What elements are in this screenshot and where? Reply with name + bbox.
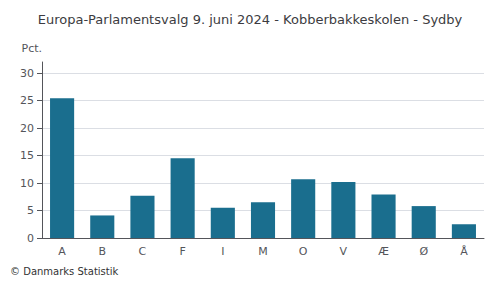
svg-text:0: 0 bbox=[27, 232, 34, 245]
svg-text:V: V bbox=[340, 245, 348, 258]
svg-text:25: 25 bbox=[20, 94, 34, 107]
svg-text:O: O bbox=[299, 245, 308, 258]
svg-text:Europa-Parlamentsvalg 9. juni: Europa-Parlamentsvalg 9. juni 2024 - Kob… bbox=[38, 12, 463, 27]
svg-text:15: 15 bbox=[20, 149, 34, 162]
svg-text:Å: Å bbox=[460, 245, 468, 258]
svg-text:Ø: Ø bbox=[419, 245, 428, 258]
svg-text:5: 5 bbox=[27, 204, 34, 217]
svg-text:B: B bbox=[98, 245, 106, 258]
svg-text:20: 20 bbox=[20, 122, 34, 135]
svg-text:A: A bbox=[58, 245, 66, 258]
svg-text:I: I bbox=[221, 245, 224, 258]
svg-text:M: M bbox=[258, 245, 268, 258]
svg-text:Æ: Æ bbox=[378, 245, 389, 258]
svg-text:Pct.: Pct. bbox=[22, 42, 43, 55]
svg-text:F: F bbox=[179, 245, 185, 258]
svg-text:30: 30 bbox=[20, 67, 34, 80]
svg-text:© Danmarks Statistik: © Danmarks Statistik bbox=[10, 266, 119, 277]
svg-text:C: C bbox=[139, 245, 147, 258]
svg-text:10: 10 bbox=[20, 177, 34, 190]
